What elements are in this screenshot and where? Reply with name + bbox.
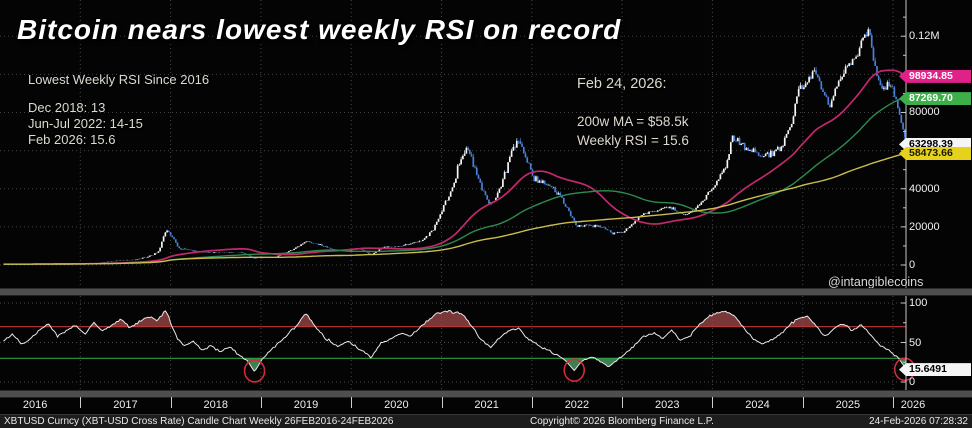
rsi-fills [44, 310, 906, 371]
rsi-low-circles [243, 357, 916, 383]
x-axis-year-label: 2019 [293, 399, 319, 411]
rsi-value-chip: 15.6491 [899, 363, 971, 377]
rsi-axis-label: 100 [909, 297, 928, 309]
x-axis-year-label: 2018 [203, 399, 228, 411]
x-axis-year-label: 2016 [22, 399, 48, 411]
price-axis-label: 80000 [909, 106, 940, 119]
x-axis-year-tick [531, 397, 533, 408]
x-axis-year-label: 2022 [564, 399, 590, 411]
annotation-left-heading: Lowest Weekly RSI Since 2016 [28, 72, 210, 87]
rsi-axis-label: 50 [909, 336, 922, 349]
x-axis-year-tick [441, 397, 443, 408]
x-axis-year-label: 2024 [745, 399, 770, 411]
price-axis-label: 0 [909, 259, 916, 271]
price-chip-200w-ma: 58473.66 [899, 147, 971, 160]
x-axis-year-tick [80, 397, 82, 408]
x-axis-year-label: 2026 [900, 399, 926, 411]
x-axis-year-label: 2025 [835, 399, 861, 411]
price-axis-label: 0.12M [909, 30, 940, 43]
footer-bar: XBTUSD Curncy (XBT-USD Cross Rate) Candl… [0, 414, 972, 428]
price-chip-100w-ma: 87269.70 [899, 92, 971, 106]
x-axis-year-tick [893, 397, 894, 408]
ma-line-200w [3, 152, 907, 265]
footer-timestamp: 24-Feb-2026 07:28:32 [869, 416, 968, 427]
panel-divider[interactable] [0, 288, 972, 296]
annotation-line: Dec 2018: 13 [28, 100, 106, 115]
x-axis-year-tick [170, 397, 172, 408]
footer-copyright: Copyright© 2026 Bloomberg Finance L.P. [530, 416, 714, 427]
annotation-line: Weekly RSI = 15.6 [577, 133, 689, 148]
price-axis [901, 0, 907, 390]
x-axis-year-tick [712, 397, 714, 408]
x-axis-year-label: 2023 [655, 399, 680, 411]
panel-divider[interactable] [0, 390, 972, 398]
price-chip-50w-ma: 98934.85 [899, 69, 971, 83]
annotation-line: Feb 2026: 15.6 [28, 132, 116, 147]
x-axis-year-label: 2017 [113, 399, 138, 411]
price-axis-label: 20000 [909, 220, 940, 233]
x-axis-year-tick [260, 397, 262, 408]
rsi-axis-label: 0 [909, 376, 916, 388]
x-axis-year-tick [622, 397, 624, 408]
rsi-threshold-lines [0, 326, 906, 359]
ma-line-50w [3, 69, 907, 266]
annotation-line: 200w MA = $58.5k [577, 114, 689, 129]
price-axis-label: 40000 [909, 182, 940, 195]
annotation-line: Jun-Jul 2022: 14-15 [28, 116, 143, 131]
watermark-handle: @intangiblecoins [828, 275, 924, 289]
chart-title: Bitcoin nears lowest weekly RSI on recor… [17, 14, 622, 45]
annotation-left-lines: Dec 2018: 13 Jun-Jul 2022: 14-15 Feb 202… [28, 100, 143, 148]
x-axis-year-label: 2020 [384, 399, 409, 411]
x-axis-year-tick [802, 397, 804, 408]
annotation-right-heading: Feb 24, 2026: [577, 76, 667, 92]
x-axis-year-label: 2021 [474, 399, 499, 411]
rsi-line [3, 309, 907, 372]
annotation-right-lines: 200w MA = $58.5k Weekly RSI = 15.6 [577, 112, 689, 150]
footer-security-info: XBTUSD Curncy (XBT-USD Cross Rate) Candl… [4, 416, 394, 427]
gridlines [0, 0, 906, 390]
x-axis-year-tick [351, 397, 353, 408]
